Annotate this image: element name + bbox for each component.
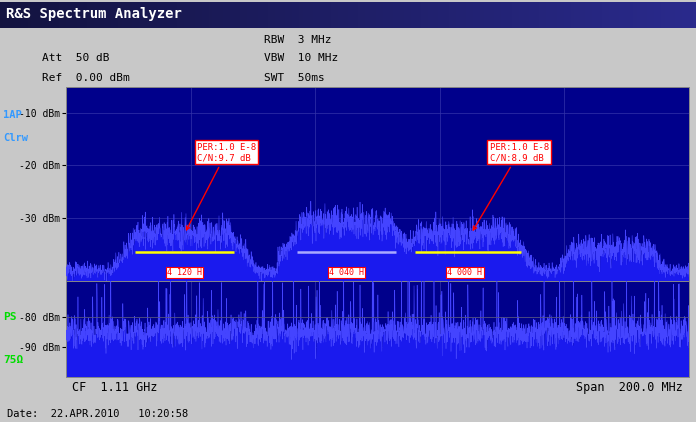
Text: PER:1.0 E-8
C/N:9.7 dB: PER:1.0 E-8 C/N:9.7 dB (187, 143, 256, 230)
Text: Clrw: Clrw (3, 133, 29, 143)
Text: CF  1.11 GHz: CF 1.11 GHz (72, 381, 158, 394)
Text: 4 120 H: 4 120 H (167, 268, 202, 277)
Text: Att  50 dB: Att 50 dB (42, 53, 109, 63)
Text: VBW  10 MHz: VBW 10 MHz (264, 53, 339, 63)
Text: Ref  0.00 dBm: Ref 0.00 dBm (42, 73, 129, 84)
Text: PER:1.0 E-8
C/N:8.9 dB: PER:1.0 E-8 C/N:8.9 dB (473, 143, 549, 230)
Text: 4 040 H: 4 040 H (329, 268, 364, 277)
Text: PS: PS (3, 312, 17, 322)
Text: Span  200.0 MHz: Span 200.0 MHz (576, 381, 683, 394)
Text: RBW  3 MHz: RBW 3 MHz (264, 35, 332, 45)
Text: Date:  22.APR.2010   10:20:58: Date: 22.APR.2010 10:20:58 (7, 409, 188, 419)
Text: 75Ω: 75Ω (3, 354, 24, 365)
Text: 4 000 H: 4 000 H (448, 268, 482, 277)
Text: SWT  50ms: SWT 50ms (264, 73, 325, 84)
Text: 1AP: 1AP (3, 110, 22, 120)
Text: R&S Spectrum Analyzer: R&S Spectrum Analyzer (6, 7, 182, 21)
